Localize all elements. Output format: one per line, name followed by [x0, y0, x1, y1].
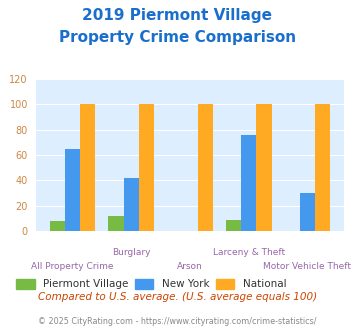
Text: Burglary: Burglary [112, 248, 151, 257]
Legend: Piermont Village, New York, National: Piermont Village, New York, National [16, 279, 286, 289]
Bar [80, 105, 95, 231]
Bar [50, 221, 65, 231]
Bar [124, 178, 139, 231]
Text: Arson: Arson [177, 262, 203, 271]
Bar [108, 216, 124, 231]
Bar [256, 105, 272, 231]
Text: Motor Vehicle Theft: Motor Vehicle Theft [263, 262, 351, 271]
Bar [139, 105, 154, 231]
Text: © 2025 CityRating.com - https://www.cityrating.com/crime-statistics/: © 2025 CityRating.com - https://www.city… [38, 317, 317, 326]
Text: All Property Crime: All Property Crime [31, 262, 114, 271]
Text: Compared to U.S. average. (U.S. average equals 100): Compared to U.S. average. (U.S. average … [38, 292, 317, 302]
Bar [315, 105, 330, 231]
Bar [300, 193, 315, 231]
Bar [198, 105, 213, 231]
Bar [241, 135, 256, 231]
Text: 2019 Piermont Village: 2019 Piermont Village [82, 8, 273, 23]
Text: Larceny & Theft: Larceny & Theft [213, 248, 285, 257]
Text: Property Crime Comparison: Property Crime Comparison [59, 30, 296, 45]
Bar [65, 149, 80, 231]
Bar [226, 220, 241, 231]
